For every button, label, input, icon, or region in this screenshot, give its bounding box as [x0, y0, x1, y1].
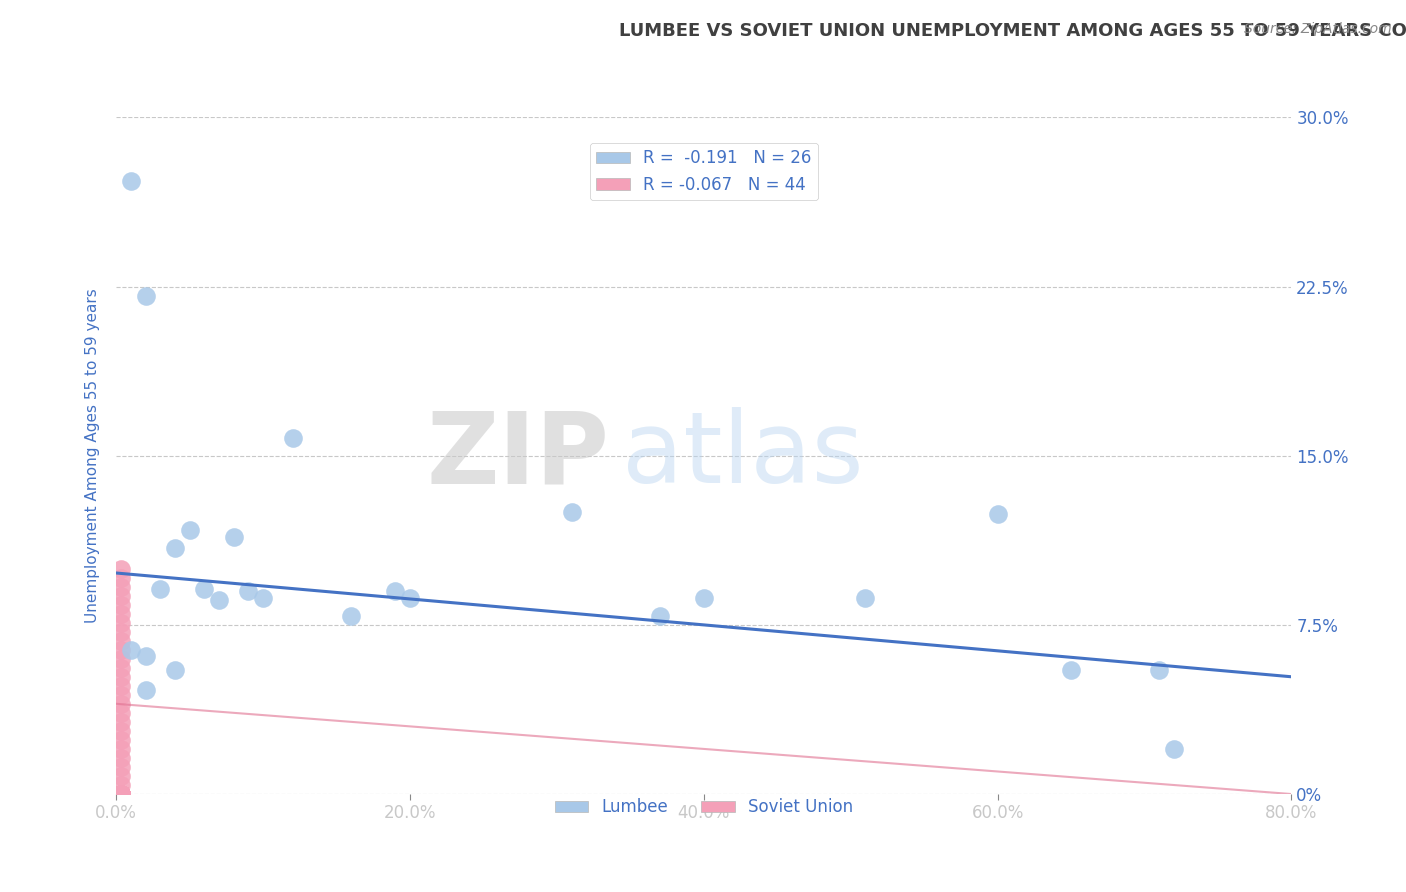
Point	[110, 787, 132, 801]
Point	[135, 649, 157, 664]
Y-axis label: Unemployment Among Ages 55 to 59 years: Unemployment Among Ages 55 to 59 years	[86, 288, 100, 624]
Point	[693, 591, 716, 605]
Point	[120, 642, 142, 657]
Point	[120, 173, 142, 187]
Legend: Lumbee, Soviet Union: Lumbee, Soviet Union	[548, 791, 859, 823]
Point	[179, 523, 201, 537]
Point	[110, 633, 132, 648]
Point	[561, 505, 583, 519]
Point	[110, 642, 132, 657]
Point	[238, 584, 260, 599]
Point	[110, 598, 132, 612]
Text: Source: ZipAtlas.com: Source: ZipAtlas.com	[1244, 22, 1392, 37]
Point	[1163, 742, 1185, 756]
Point	[110, 580, 132, 594]
Point	[648, 608, 671, 623]
Point	[110, 607, 132, 621]
Point	[110, 787, 132, 801]
Point	[110, 787, 132, 801]
Point	[110, 787, 132, 801]
Point	[110, 688, 132, 702]
Point	[110, 787, 132, 801]
Point	[110, 787, 132, 801]
Point	[987, 508, 1010, 522]
Point	[193, 582, 215, 596]
Point	[135, 683, 157, 698]
Point	[222, 530, 245, 544]
Point	[163, 541, 186, 556]
Point	[1147, 663, 1170, 677]
Point	[110, 769, 132, 783]
Point	[110, 723, 132, 738]
Point	[110, 787, 132, 801]
Point	[110, 742, 132, 756]
Point	[110, 787, 132, 801]
Point	[110, 714, 132, 729]
Point	[110, 787, 132, 801]
Point	[110, 661, 132, 675]
Point	[384, 584, 406, 599]
Point	[110, 787, 132, 801]
Point	[110, 787, 132, 801]
Text: ZIP: ZIP	[427, 408, 610, 504]
Point	[110, 670, 132, 684]
Point	[110, 706, 132, 720]
Point	[110, 589, 132, 603]
Text: atlas: atlas	[621, 408, 863, 504]
Point	[281, 431, 304, 445]
Point	[1060, 663, 1083, 677]
Point	[110, 787, 132, 801]
Point	[110, 697, 132, 711]
Point	[110, 615, 132, 630]
Point	[110, 787, 132, 801]
Point	[853, 591, 876, 605]
Point	[110, 787, 132, 801]
Point	[340, 608, 363, 623]
Point	[110, 751, 132, 765]
Point	[252, 591, 274, 605]
Point	[399, 591, 422, 605]
Point	[110, 787, 132, 801]
Point	[110, 787, 132, 801]
Point	[110, 651, 132, 665]
Point	[110, 679, 132, 693]
Point	[110, 760, 132, 774]
Point	[163, 663, 186, 677]
Point	[110, 624, 132, 639]
Point	[110, 570, 132, 584]
Text: LUMBEE VS SOVIET UNION UNEMPLOYMENT AMONG AGES 55 TO 59 YEARS CORRELATION CHART: LUMBEE VS SOVIET UNION UNEMPLOYMENT AMON…	[619, 22, 1406, 40]
Point	[110, 787, 132, 801]
Point	[110, 732, 132, 747]
Point	[110, 787, 132, 801]
Point	[110, 778, 132, 792]
Point	[149, 582, 172, 596]
Point	[135, 288, 157, 302]
Point	[208, 593, 231, 607]
Point	[110, 561, 132, 575]
Point	[110, 787, 132, 801]
